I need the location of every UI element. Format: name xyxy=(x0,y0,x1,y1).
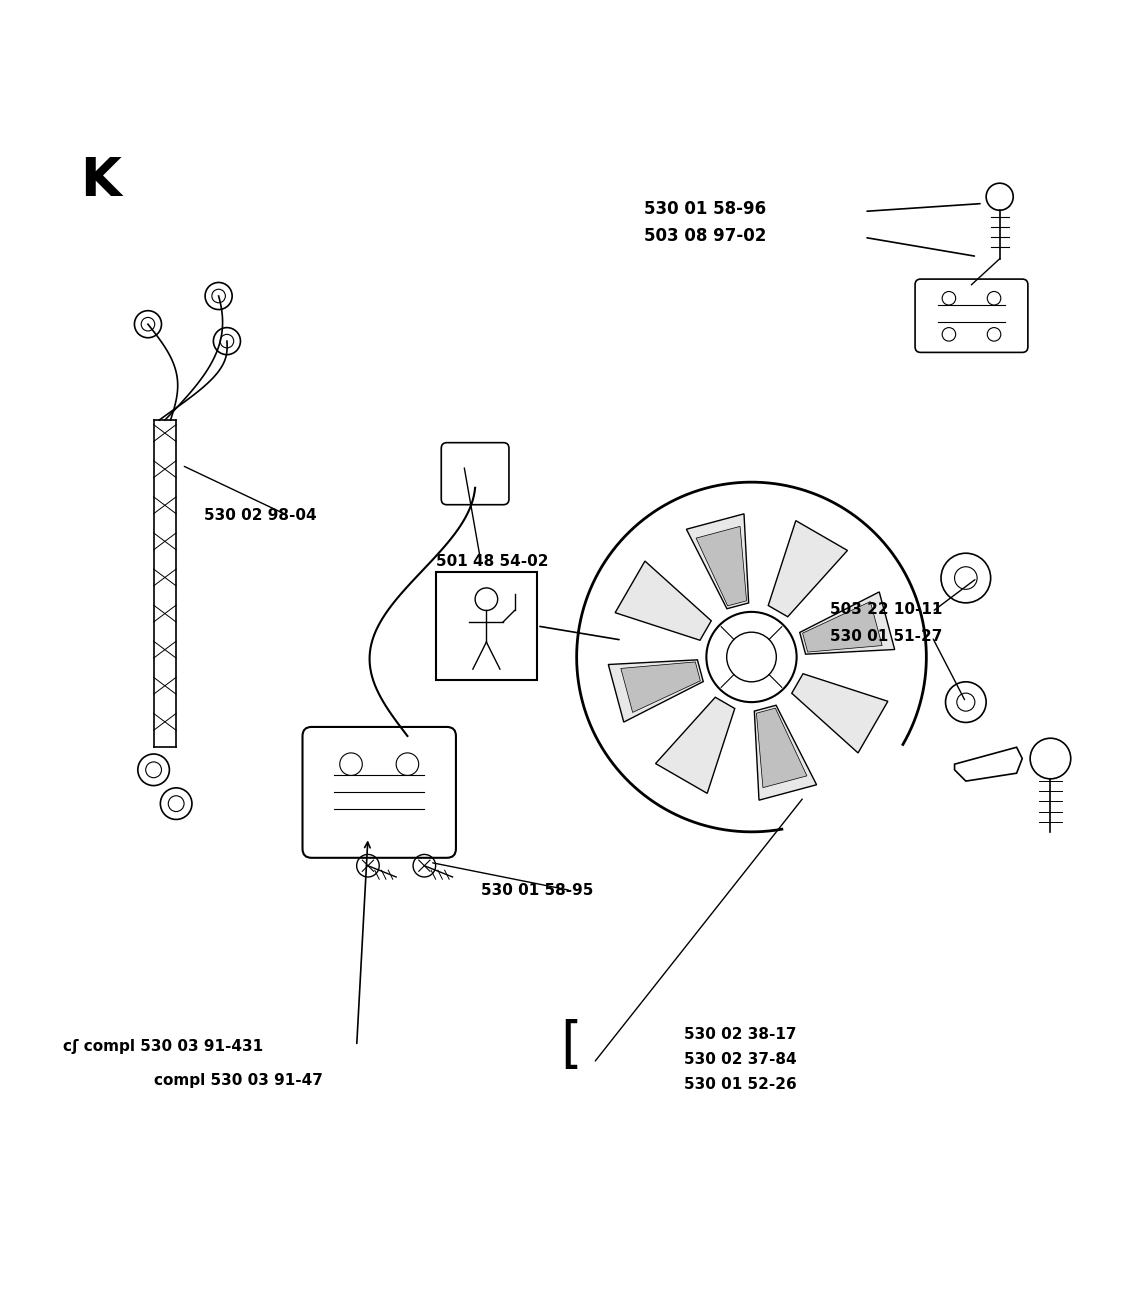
Text: 530 02 37-84: 530 02 37-84 xyxy=(684,1053,796,1067)
Text: 530 01 52-26: 530 01 52-26 xyxy=(684,1077,797,1092)
Polygon shape xyxy=(616,561,711,640)
Polygon shape xyxy=(955,748,1022,781)
Polygon shape xyxy=(621,662,700,712)
Polygon shape xyxy=(769,520,847,616)
Text: 530 02 38-17: 530 02 38-17 xyxy=(684,1028,796,1042)
Polygon shape xyxy=(697,527,747,606)
Text: K: K xyxy=(80,155,121,208)
Text: compl 530 03 91-47: compl 530 03 91-47 xyxy=(153,1072,322,1088)
Polygon shape xyxy=(656,698,734,794)
Polygon shape xyxy=(755,706,817,800)
Text: 530 02 98-04: 530 02 98-04 xyxy=(204,509,317,523)
Polygon shape xyxy=(791,674,887,753)
Polygon shape xyxy=(686,514,749,608)
Text: 530 01 58-95: 530 01 58-95 xyxy=(481,883,593,897)
FancyBboxPatch shape xyxy=(441,443,509,505)
Text: 501 48 54-02: 501 48 54-02 xyxy=(435,553,548,569)
Polygon shape xyxy=(756,708,807,787)
Text: [: [ xyxy=(561,1020,581,1074)
Bar xyxy=(435,573,537,679)
Text: 503 22 10-11: 503 22 10-11 xyxy=(830,602,943,618)
Polygon shape xyxy=(609,660,703,723)
Polygon shape xyxy=(803,602,882,652)
Polygon shape xyxy=(799,591,894,654)
Text: cʃ compl 530 03 91-431: cʃ compl 530 03 91-431 xyxy=(63,1038,264,1054)
Text: 503 08 97-02: 503 08 97-02 xyxy=(644,227,766,246)
Text: 530 01 51-27: 530 01 51-27 xyxy=(830,629,943,644)
FancyBboxPatch shape xyxy=(915,279,1028,352)
FancyBboxPatch shape xyxy=(303,727,456,858)
Text: 530 01 58-96: 530 01 58-96 xyxy=(644,200,766,218)
